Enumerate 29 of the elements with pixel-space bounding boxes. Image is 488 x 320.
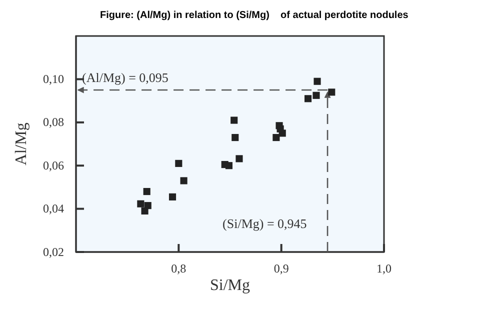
y-tick-label: 0,04 [43,202,64,216]
point [141,207,148,214]
ref-line-label: (Al/Mg) = 0,095 [82,70,168,85]
point [180,177,188,184]
y-axis-title: Al/Mg [13,122,30,166]
x-tick-label: 0,8 [171,262,186,276]
x-tick-label: 0,9 [274,262,289,276]
x-axis-title: Si/Mg [210,277,250,294]
point [137,200,144,208]
point [168,193,176,200]
point [314,78,321,85]
point [276,125,284,132]
point [304,95,312,102]
y-tick-label: 0,06 [43,158,64,172]
y-tick-label: 0,02 [43,244,64,259]
point [312,92,320,99]
point [143,188,150,196]
y-tick-label: 0,10 [43,72,64,86]
point [225,162,233,170]
chart-title: Figure: (Al/Mg) in relation to (Si/Mg) of actual perdotite nodules [100,10,409,21]
y-tick-label: 0,08 [43,115,64,130]
point [236,155,243,162]
point [272,134,280,142]
ref-line-label: (Si/Mg) = 0,945 [222,216,307,231]
point [232,134,239,142]
point [230,116,238,124]
x-tick-label: 1,0 [376,262,392,276]
point [175,160,182,167]
point [328,88,336,96]
